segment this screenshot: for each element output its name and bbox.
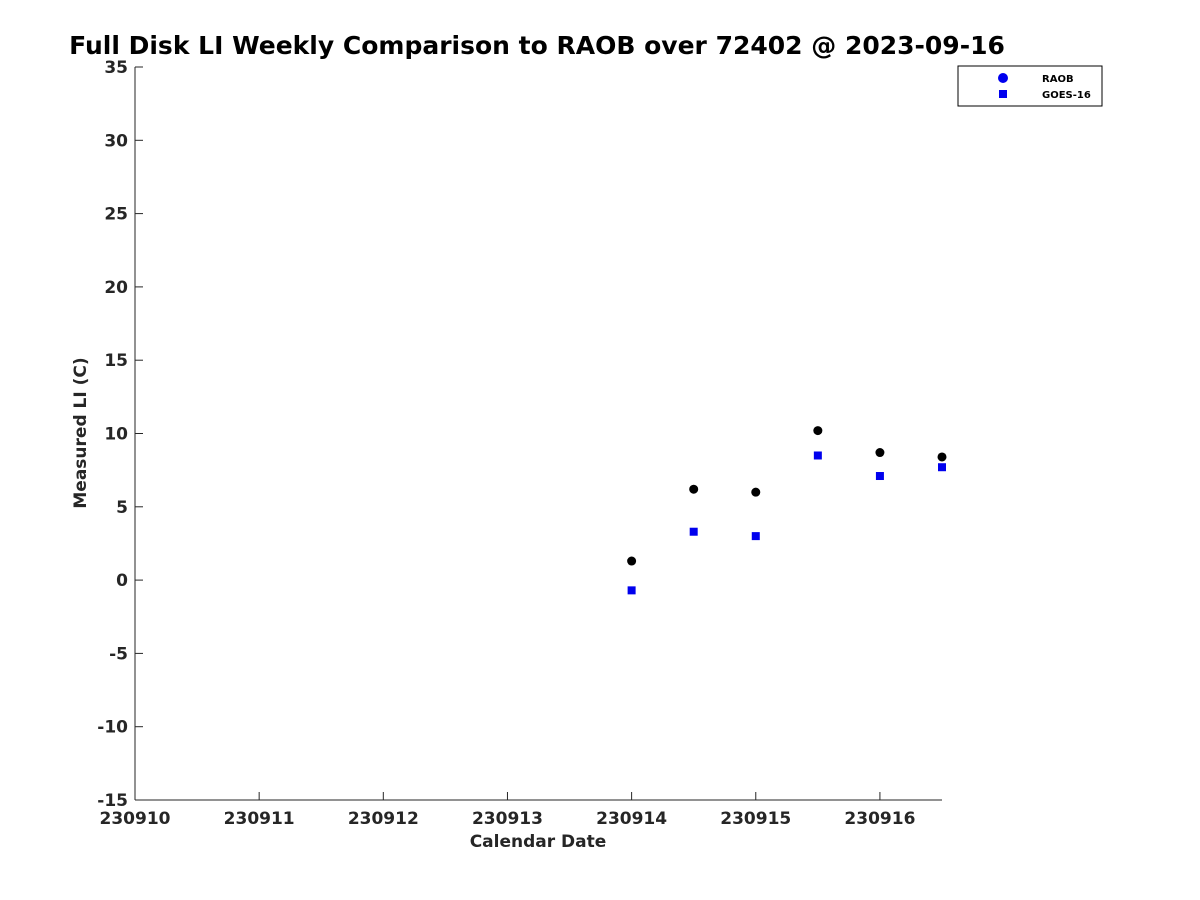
x-tick-label: 230915 bbox=[720, 809, 791, 829]
x-tick-label: 230916 bbox=[844, 809, 915, 829]
x-tick-label: 230910 bbox=[100, 809, 171, 829]
raob-point bbox=[875, 448, 885, 458]
y-tick-label: 30 bbox=[104, 131, 128, 151]
x-axis-label: Calendar Date bbox=[470, 832, 607, 852]
goes-16-point bbox=[627, 586, 636, 595]
raob-point bbox=[751, 487, 761, 497]
goes-16-point bbox=[751, 532, 760, 541]
data-markers bbox=[627, 426, 947, 595]
x-tick-label: 230914 bbox=[596, 809, 667, 829]
legend-goes-16-label: GOES-16 bbox=[1042, 90, 1091, 101]
y-tick-label: 5 bbox=[116, 498, 128, 518]
raob-point bbox=[937, 452, 947, 462]
legend-raob-label: RAOB bbox=[1042, 74, 1074, 85]
y-tick-label: 20 bbox=[104, 278, 128, 298]
y-tick-label: 25 bbox=[104, 205, 128, 225]
x-tick-label: 230912 bbox=[348, 809, 419, 829]
y-tick-label: -10 bbox=[97, 718, 128, 738]
legend-goes-16-marker bbox=[999, 90, 1007, 98]
x-tick-label: 230913 bbox=[472, 809, 543, 829]
x-tick-label: 230911 bbox=[224, 809, 295, 829]
chart-title: Full Disk LI Weekly Comparison to RAOB o… bbox=[69, 31, 1005, 60]
y-tick-label: 10 bbox=[104, 425, 128, 445]
y-tick-label: -15 bbox=[97, 791, 128, 811]
y-tick-label: 15 bbox=[104, 351, 128, 371]
legend-box bbox=[957, 65, 1103, 107]
legend: RAOB GOES-16 bbox=[957, 65, 1103, 107]
goes-16-point bbox=[875, 472, 884, 481]
x-ticks: 230910 230911 230912 230913 230914 230915 2309… bbox=[100, 792, 915, 829]
goes-16-point bbox=[813, 451, 822, 460]
y-ticks: -15 -10 -5 0 5 10 15 20 25 30 35 bbox=[97, 58, 143, 811]
raob-point bbox=[627, 556, 637, 566]
raob-point bbox=[689, 484, 699, 494]
y-tick-label: -5 bbox=[109, 644, 128, 664]
legend-raob-marker bbox=[998, 73, 1008, 83]
raob-point bbox=[813, 426, 823, 436]
y-tick-label: 35 bbox=[104, 58, 128, 78]
goes-16-point bbox=[689, 527, 698, 536]
y-axis-label: Measured LI (C) bbox=[71, 357, 91, 508]
y-tick-label: 0 bbox=[116, 571, 128, 591]
goes-16-point bbox=[938, 463, 946, 472]
